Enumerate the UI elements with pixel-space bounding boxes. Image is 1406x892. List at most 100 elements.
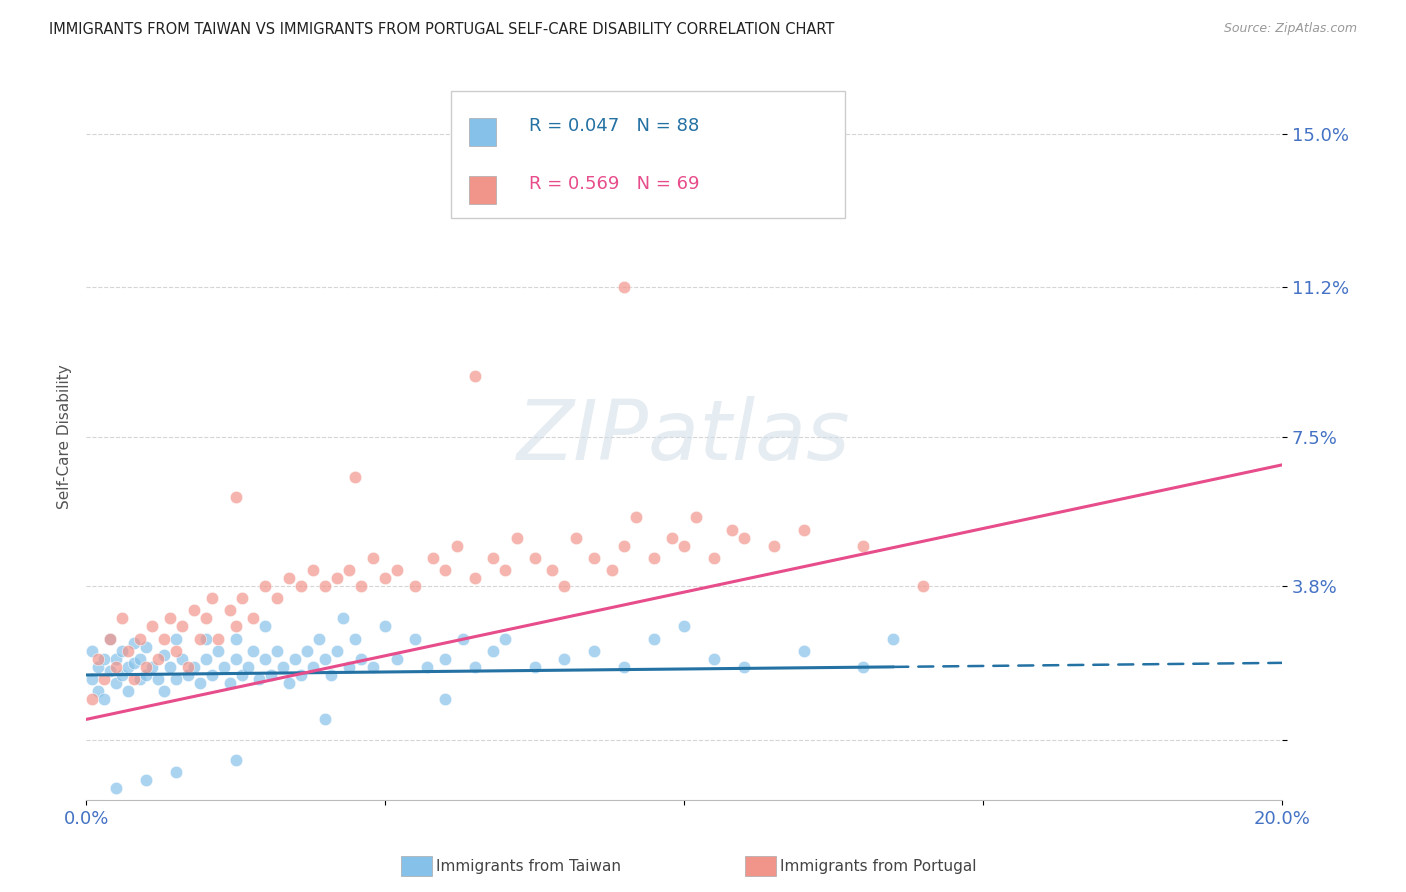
- Point: [643, 632, 665, 646]
- Point: [350, 652, 373, 666]
- Point: [93, 652, 115, 666]
- Point: [135, 640, 157, 654]
- Point: [254, 652, 277, 666]
- Point: [762, 539, 785, 553]
- Point: [302, 660, 325, 674]
- Point: [600, 563, 623, 577]
- Point: [433, 563, 456, 577]
- Point: [464, 571, 486, 585]
- Text: Source: ZipAtlas.com: Source: ZipAtlas.com: [1223, 22, 1357, 36]
- Point: [254, 619, 277, 633]
- Point: [104, 781, 127, 796]
- FancyBboxPatch shape: [468, 118, 496, 145]
- Point: [321, 668, 343, 682]
- Point: [404, 579, 426, 593]
- Point: [793, 644, 815, 658]
- Point: [183, 603, 205, 617]
- Text: IMMIGRANTS FROM TAIWAN VS IMMIGRANTS FROM PORTUGAL SELF-CARE DISABILITY CORRELAT: IMMIGRANTS FROM TAIWAN VS IMMIGRANTS FRO…: [49, 22, 835, 37]
- Point: [433, 652, 456, 666]
- Point: [122, 635, 145, 649]
- Point: [464, 660, 486, 674]
- Point: [852, 660, 875, 674]
- Point: [135, 668, 157, 682]
- Point: [733, 531, 755, 545]
- Point: [146, 652, 169, 666]
- Point: [93, 672, 115, 686]
- Point: [225, 753, 247, 767]
- Point: [314, 652, 336, 666]
- Point: [207, 644, 229, 658]
- Point: [613, 660, 636, 674]
- Point: [266, 591, 288, 606]
- Point: [416, 660, 439, 674]
- Point: [583, 550, 606, 565]
- Point: [183, 660, 205, 674]
- Point: [613, 280, 636, 294]
- Point: [242, 644, 264, 658]
- Point: [583, 644, 606, 658]
- Point: [278, 571, 301, 585]
- Point: [153, 684, 176, 698]
- Point: [361, 550, 384, 565]
- Point: [374, 571, 396, 585]
- Text: ZIPatlas: ZIPatlas: [517, 396, 851, 477]
- Point: [104, 652, 127, 666]
- Point: [111, 644, 134, 658]
- Point: [451, 632, 474, 646]
- Point: [249, 672, 271, 686]
- Point: [165, 764, 187, 779]
- Point: [141, 619, 163, 633]
- Point: [673, 539, 696, 553]
- Point: [117, 684, 139, 698]
- FancyBboxPatch shape: [468, 177, 496, 204]
- Point: [852, 539, 875, 553]
- Point: [290, 579, 312, 593]
- Y-axis label: Self-Care Disability: Self-Care Disability: [58, 364, 72, 509]
- Point: [218, 603, 240, 617]
- Point: [266, 644, 288, 658]
- Point: [188, 632, 211, 646]
- Point: [332, 611, 354, 625]
- Point: [733, 660, 755, 674]
- Point: [87, 652, 110, 666]
- Point: [117, 660, 139, 674]
- Point: [685, 510, 707, 524]
- Point: [201, 668, 224, 682]
- Point: [194, 611, 217, 625]
- Point: [643, 550, 665, 565]
- Point: [326, 644, 349, 658]
- Point: [170, 652, 193, 666]
- Point: [494, 563, 516, 577]
- Point: [231, 591, 253, 606]
- Point: [135, 660, 157, 674]
- Point: [225, 632, 247, 646]
- Point: [104, 676, 127, 690]
- Text: Immigrants from Taiwan: Immigrants from Taiwan: [436, 859, 621, 873]
- Point: [703, 652, 725, 666]
- Point: [613, 539, 636, 553]
- Point: [912, 579, 935, 593]
- Point: [553, 652, 575, 666]
- Point: [361, 660, 384, 674]
- Point: [314, 713, 336, 727]
- Point: [565, 531, 588, 545]
- Text: R = 0.569   N = 69: R = 0.569 N = 69: [529, 175, 699, 194]
- Point: [141, 660, 163, 674]
- Point: [93, 692, 115, 706]
- Point: [553, 579, 575, 593]
- Point: [541, 563, 564, 577]
- Point: [350, 579, 373, 593]
- Point: [165, 672, 187, 686]
- Point: [297, 644, 319, 658]
- Point: [523, 550, 546, 565]
- Point: [128, 652, 150, 666]
- Point: [212, 660, 235, 674]
- Point: [242, 611, 264, 625]
- Point: [225, 490, 247, 504]
- Point: [170, 619, 193, 633]
- Point: [882, 632, 904, 646]
- Point: [80, 692, 103, 706]
- Point: [218, 676, 240, 690]
- Point: [337, 660, 360, 674]
- Point: [273, 660, 295, 674]
